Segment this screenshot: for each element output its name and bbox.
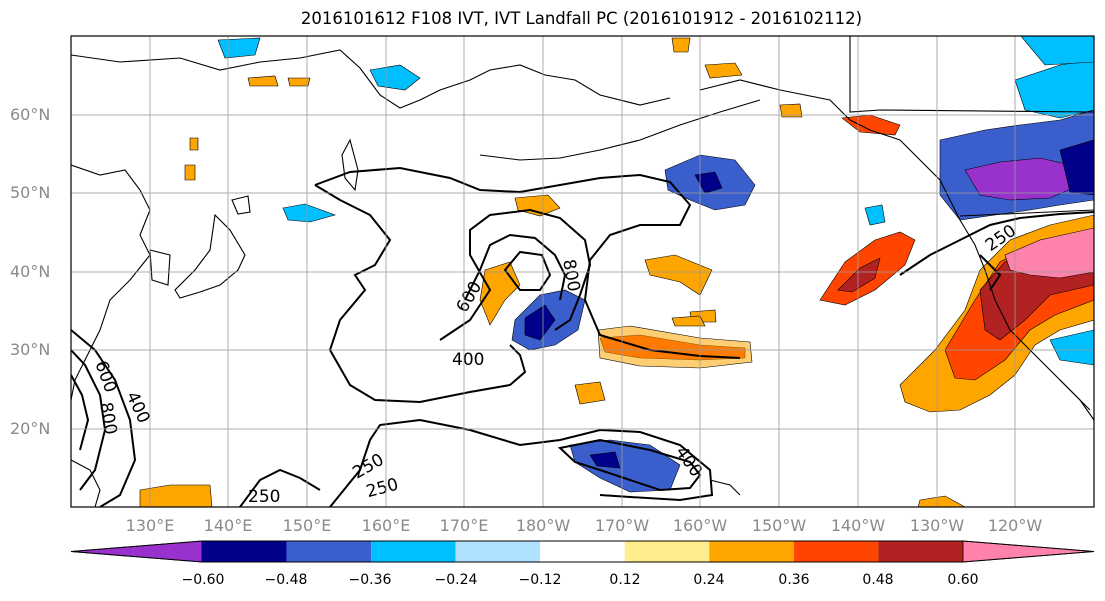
contour-label: 400 — [452, 350, 484, 370]
lon-label: 140°E — [203, 516, 253, 535]
coast-kamchatka — [341, 138, 359, 192]
neg-patch-nw-1 — [369, 64, 421, 91]
pos-patch-mid-3 — [779, 103, 803, 118]
lon-label: 150°E — [282, 516, 332, 535]
colorbar-tick-label: 0.36 — [778, 572, 810, 588]
lat-label-40n: 40°N — [10, 262, 51, 281]
pos-patch-subtrop-2 — [574, 381, 606, 405]
colorbar-segment — [962, 540, 1095, 563]
neg-patch-nw-3 — [282, 203, 336, 223]
neg-patch-3 — [1020, 36, 1094, 66]
colorbar-tick-label: 0.12 — [609, 572, 641, 588]
lon-label: 150°W — [751, 516, 807, 535]
colorbar-segment — [202, 541, 287, 562]
contour-400 — [439, 208, 592, 341]
neg-patch-south-core — [589, 451, 621, 469]
colorbar-tick-label: 0.24 — [693, 572, 725, 588]
coast-hawaii — [709, 479, 741, 496]
lon-label: 160°E — [361, 516, 411, 535]
pos-patch-top-1 — [704, 62, 743, 79]
lat-label-50n: 50°N — [10, 183, 51, 202]
contour-label: 250 — [248, 487, 280, 507]
colorbar-tick-label: −0.60 — [181, 572, 225, 588]
pos-patch-top-2 — [671, 37, 691, 53]
coast-japan — [174, 213, 246, 299]
colorbar-tick-label: −0.12 — [518, 572, 562, 588]
contour-west-3 — [71, 374, 90, 451]
lon-label: 170°W — [594, 516, 650, 535]
colorbar-segments — [70, 540, 1095, 563]
colorbar-segment — [878, 541, 963, 562]
contour-west-2 — [71, 349, 107, 491]
ivt-contours — [71, 166, 1094, 507]
neg-patch-gulf-core — [694, 171, 723, 194]
colorbar-frame — [70, 540, 1095, 563]
colorbar-segment — [455, 541, 541, 562]
neg-patch-dateline-core — [524, 304, 556, 341]
lon-label: 140°W — [830, 516, 886, 535]
contour-250-south — [329, 418, 714, 507]
coast-philippines — [71, 459, 101, 507]
contour-east-2 — [979, 254, 1002, 291]
coast-baja — [1059, 379, 1094, 421]
gridlines — [71, 36, 1094, 507]
contour-east — [899, 211, 1094, 276]
coast-asia-north — [71, 49, 671, 109]
pos-patch-mid-2 — [671, 315, 706, 327]
lon-label: 160°W — [672, 516, 728, 535]
colorbar-tick-label: −0.36 — [348, 572, 392, 588]
colorbar-segment — [793, 541, 879, 562]
pos-patch-coast-pink — [1004, 227, 1094, 279]
lat-label-30n: 30°N — [10, 340, 51, 359]
coast-hokkaido — [231, 195, 251, 215]
neg-patch-pnw-outer — [1014, 59, 1094, 119]
border-us — [959, 209, 1094, 217]
colorbar-tick-label: 0.48 — [862, 572, 894, 588]
lon-label: 180°W — [515, 516, 571, 535]
coast-korea — [149, 249, 171, 286]
pos-patch-top-5 — [189, 137, 199, 151]
pos-patch-top-6 — [184, 164, 196, 181]
neg-patch-2 — [1049, 329, 1094, 366]
colorbar-segment — [371, 541, 456, 562]
map-title: 2016101612 F108 IVT, IVT Landfall PC (20… — [300, 9, 863, 28]
colorbar-tick-label: −0.48 — [264, 572, 308, 588]
map-frame — [70, 35, 1095, 508]
colorbar-tick-label: 0.60 — [947, 572, 979, 588]
colorbar-segment — [624, 541, 710, 562]
colorbar-segment — [540, 541, 625, 562]
contour-800 — [503, 250, 552, 291]
lon-label: 130°E — [125, 516, 175, 535]
pos-patch-bottom-1 — [139, 484, 213, 507]
pos-patch-top-4 — [287, 77, 311, 87]
coast-alaska — [699, 79, 961, 221]
lat-label-60n: 60°N — [10, 105, 51, 124]
coastlines — [71, 36, 1094, 507]
neg-patch-1 — [864, 204, 886, 226]
lat-label-20n: 20°N — [10, 419, 51, 438]
border-canada — [849, 36, 1094, 113]
coast-aleutians — [479, 99, 761, 161]
neg-patch-pnw-navy — [1059, 139, 1094, 196]
lon-label: 130°W — [909, 516, 965, 535]
lon-label: 170°E — [439, 516, 489, 535]
contour-400-south — [557, 438, 702, 492]
colorbar-tick-label: −0.24 — [434, 572, 478, 588]
colorbar-segment — [286, 541, 372, 562]
pos-patch-top-3 — [247, 75, 279, 87]
colorbar-segment — [70, 540, 203, 563]
lon-label: 120°W — [987, 516, 1043, 535]
colorbar-segment — [709, 541, 794, 562]
